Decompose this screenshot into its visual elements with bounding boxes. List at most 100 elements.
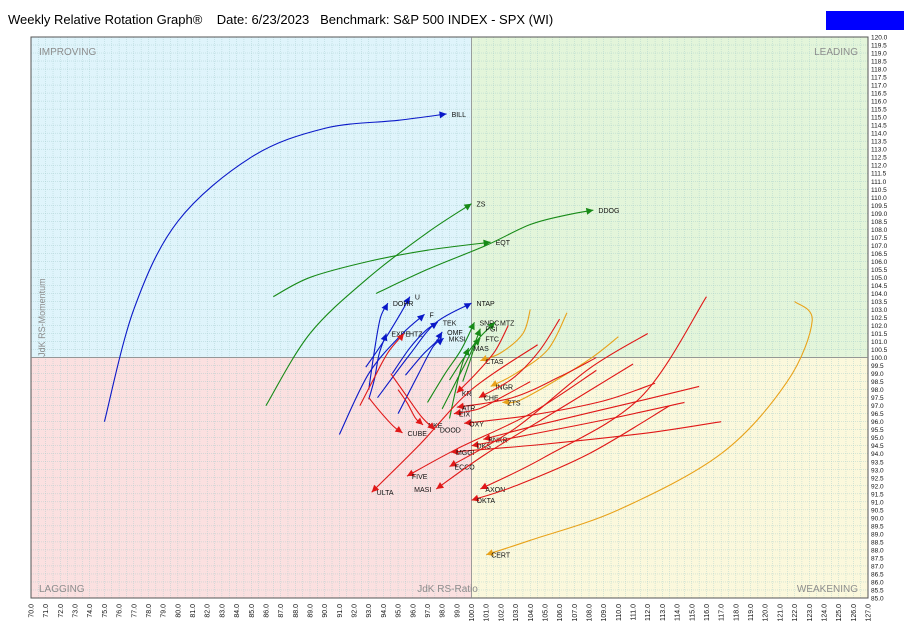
trail-ddog	[375, 209, 594, 294]
arrowhead-ecco[interactable]	[449, 460, 458, 467]
arrowhead-kr[interactable]	[456, 385, 465, 393]
y-tick-label: 103.0	[871, 307, 888, 314]
arrowhead-snrc[interactable]	[468, 322, 475, 331]
arrowhead-bill[interactable]	[439, 111, 447, 119]
label-dohr[interactable]: DOHR	[393, 301, 414, 308]
arrowhead-tek[interactable]	[429, 322, 438, 330]
label-tek[interactable]: TEK	[443, 320, 457, 327]
label-dood[interactable]: DOOD	[440, 428, 461, 435]
trail-atr	[456, 357, 597, 408]
arrowhead-five[interactable]	[406, 469, 415, 477]
arrowhead-htz[interactable]	[396, 333, 404, 342]
x-tick-label: 117.0	[719, 604, 726, 621]
label-zts[interactable]: ZTS	[507, 400, 521, 407]
arrowhead-f[interactable]	[416, 314, 425, 322]
label-zs[interactable]: ZS	[477, 202, 486, 209]
trail-eix	[453, 381, 531, 415]
label-f[interactable]: F	[430, 312, 434, 319]
label-mksi[interactable]: MKSI	[449, 336, 466, 343]
y-tick-label: 118.5	[871, 59, 887, 66]
arrowhead-eqt[interactable]	[483, 239, 491, 247]
arrowhead-mtz[interactable]	[487, 322, 496, 330]
label-snrc[interactable]: SNRC	[479, 320, 499, 327]
label-oxy[interactable]: OXY	[469, 421, 484, 428]
arrowhead-dood[interactable]	[427, 422, 435, 430]
arrowhead-masi[interactable]	[436, 482, 445, 490]
y-tick-label: 96.0	[871, 419, 884, 426]
label-mas[interactable]: MAS	[474, 346, 490, 353]
y-tick-label: 115.5	[871, 107, 887, 114]
label-ftc[interactable]: FTC	[485, 336, 499, 343]
label-axon[interactable]: AXON	[485, 487, 505, 494]
arrowhead-che[interactable]	[478, 391, 487, 398]
arrowhead-oxy[interactable]	[464, 418, 472, 426]
arrowhead-ddog[interactable]	[585, 207, 594, 215]
trail-eqt	[273, 241, 491, 298]
x-tick-label: 85.0	[249, 604, 256, 618]
x-tick-label: 111.0	[631, 604, 638, 621]
label-cube[interactable]: CUBE	[408, 431, 428, 438]
plot-frame	[30, 36, 869, 599]
arrowhead-ctas[interactable]	[480, 354, 489, 362]
arrowhead-dohr[interactable]	[381, 303, 388, 311]
arrowhead-ftc[interactable]	[473, 338, 481, 346]
arrowhead-dks[interactable]	[471, 440, 480, 448]
arrowhead-expe[interactable]	[380, 333, 388, 342]
y-tick-label: 86.5	[871, 571, 884, 578]
arrowhead-cert[interactable]	[486, 549, 494, 556]
label-nke[interactable]: NKE	[428, 423, 443, 430]
y-tick-label: 110.5	[871, 187, 887, 194]
label-htz[interactable]: HTZ	[409, 332, 423, 339]
label-mtz[interactable]: MTZ	[500, 320, 515, 327]
label-cert[interactable]: CERT	[491, 553, 511, 560]
arrowhead-zs[interactable]	[463, 203, 472, 211]
y-tick-label: 108.0	[871, 227, 888, 234]
y-tick-label: 89.0	[871, 531, 884, 538]
arrowhead-omf[interactable]	[435, 331, 443, 340]
label-okta[interactable]: OKTA	[477, 498, 496, 505]
x-tick-label: 123.0	[807, 604, 814, 622]
label-ctas[interactable]: CTAS	[485, 359, 503, 366]
arrowhead-atr[interactable]	[456, 402, 465, 410]
label-ntap[interactable]: NTAP	[477, 301, 495, 308]
arrowhead-okta[interactable]	[471, 494, 480, 502]
arrowhead-mas[interactable]	[462, 347, 470, 356]
label-masi[interactable]: MASI	[414, 487, 431, 494]
label-u[interactable]: U	[415, 295, 420, 302]
arrowhead-bnkr[interactable]	[483, 434, 491, 441]
arrowhead-cube[interactable]	[394, 425, 403, 433]
arrowhead-ulta[interactable]	[371, 484, 380, 493]
arrowhead-mksi[interactable]	[435, 338, 444, 346]
label-ingr[interactable]: INGR	[496, 384, 514, 391]
y-tick-label: 112.0	[871, 163, 887, 170]
arrowhead-axon[interactable]	[480, 482, 489, 490]
arrowhead-zts[interactable]	[502, 398, 510, 406]
arrowhead-mggi[interactable]	[450, 448, 459, 456]
arrowhead-ingr[interactable]	[490, 380, 499, 387]
arrowhead-eix[interactable]	[453, 408, 462, 416]
label-atr[interactable]: ATR	[462, 405, 475, 412]
label-five[interactable]: FIVE	[412, 474, 428, 481]
label-ddog[interactable]: DDOG	[598, 208, 619, 215]
y-tick-label: 87.5	[871, 555, 884, 562]
label-eix[interactable]: EIX	[459, 412, 471, 419]
arrowhead-u[interactable]	[403, 296, 410, 305]
arrowhead-pgi[interactable]	[474, 328, 482, 337]
x-tick-label: 100.0	[469, 604, 476, 622]
label-ulta[interactable]: ULTA	[377, 490, 394, 497]
x-tick-label: 116.0	[704, 604, 711, 621]
label-che[interactable]: CHE	[484, 396, 499, 403]
trail-bnkr	[483, 385, 700, 440]
x-tick-label: 106.0	[557, 604, 564, 622]
label-pgi[interactable]: PGI	[485, 327, 497, 334]
x-tick-label: 92.0	[352, 604, 359, 618]
label-mggi[interactable]: MGGI	[456, 450, 475, 457]
label-bill[interactable]: BILL	[452, 112, 467, 119]
x-tick-label: 98.0	[440, 604, 447, 618]
arrowhead-ntap[interactable]	[463, 303, 472, 310]
label-eqt[interactable]: EQT	[496, 240, 511, 247]
legend-color-box[interactable]	[826, 11, 904, 30]
label-omf[interactable]: OMF	[447, 330, 463, 337]
y-tick-label: 111.0	[871, 179, 887, 186]
arrowhead-nke[interactable]	[415, 417, 424, 425]
